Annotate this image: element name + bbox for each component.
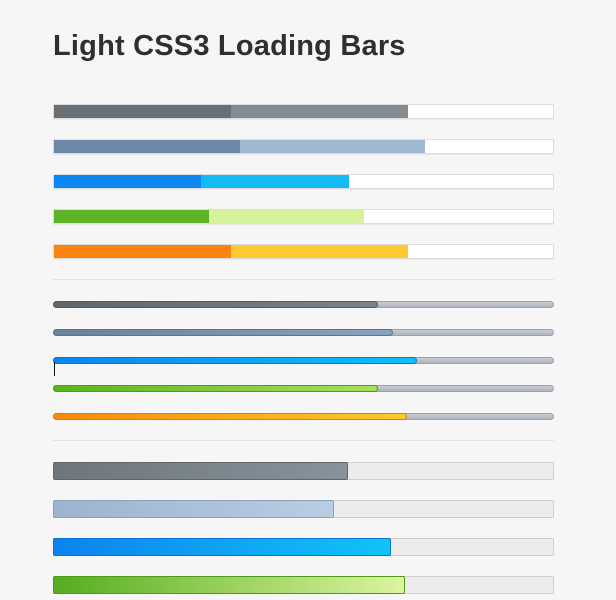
loading-bar-thin-orange [53, 413, 554, 420]
loading-bar-flat-gray [53, 104, 554, 119]
text-cursor [54, 362, 55, 376]
progress-fill [53, 538, 391, 556]
progress-fill [53, 500, 334, 518]
progress-fill [53, 413, 407, 420]
progress-fill-dark [54, 245, 231, 258]
loading-bar-thick-gray [53, 462, 554, 480]
loading-bar-flat-green [53, 209, 554, 224]
progress-fill [53, 301, 378, 308]
loading-bar-flat-azure [53, 174, 554, 189]
section-divider [53, 440, 554, 441]
loading-bar-flat-orange [53, 244, 554, 259]
progress-fill [53, 576, 405, 594]
loading-bar-thin-azure [53, 357, 554, 364]
loading-bar-thick-blue [53, 500, 554, 518]
loading-bar-thin-blue [53, 329, 554, 336]
progress-fill-dark [54, 175, 201, 188]
page-title: Light CSS3 Loading Bars [53, 30, 406, 62]
loading-bar-thin-green [53, 385, 554, 392]
loading-bar-flat-blue [53, 139, 554, 154]
progress-fill-dark [54, 210, 209, 223]
progress-fill [53, 357, 417, 364]
progress-fill-dark [54, 105, 231, 118]
progress-fill [53, 462, 348, 480]
loading-bar-thin-gray [53, 301, 554, 308]
progress-fill [53, 329, 393, 336]
section-divider [53, 279, 554, 280]
loading-bar-thick-green [53, 576, 554, 594]
progress-fill [53, 385, 378, 392]
progress-fill-dark [54, 140, 240, 153]
loading-bar-thick-azure [53, 538, 554, 556]
